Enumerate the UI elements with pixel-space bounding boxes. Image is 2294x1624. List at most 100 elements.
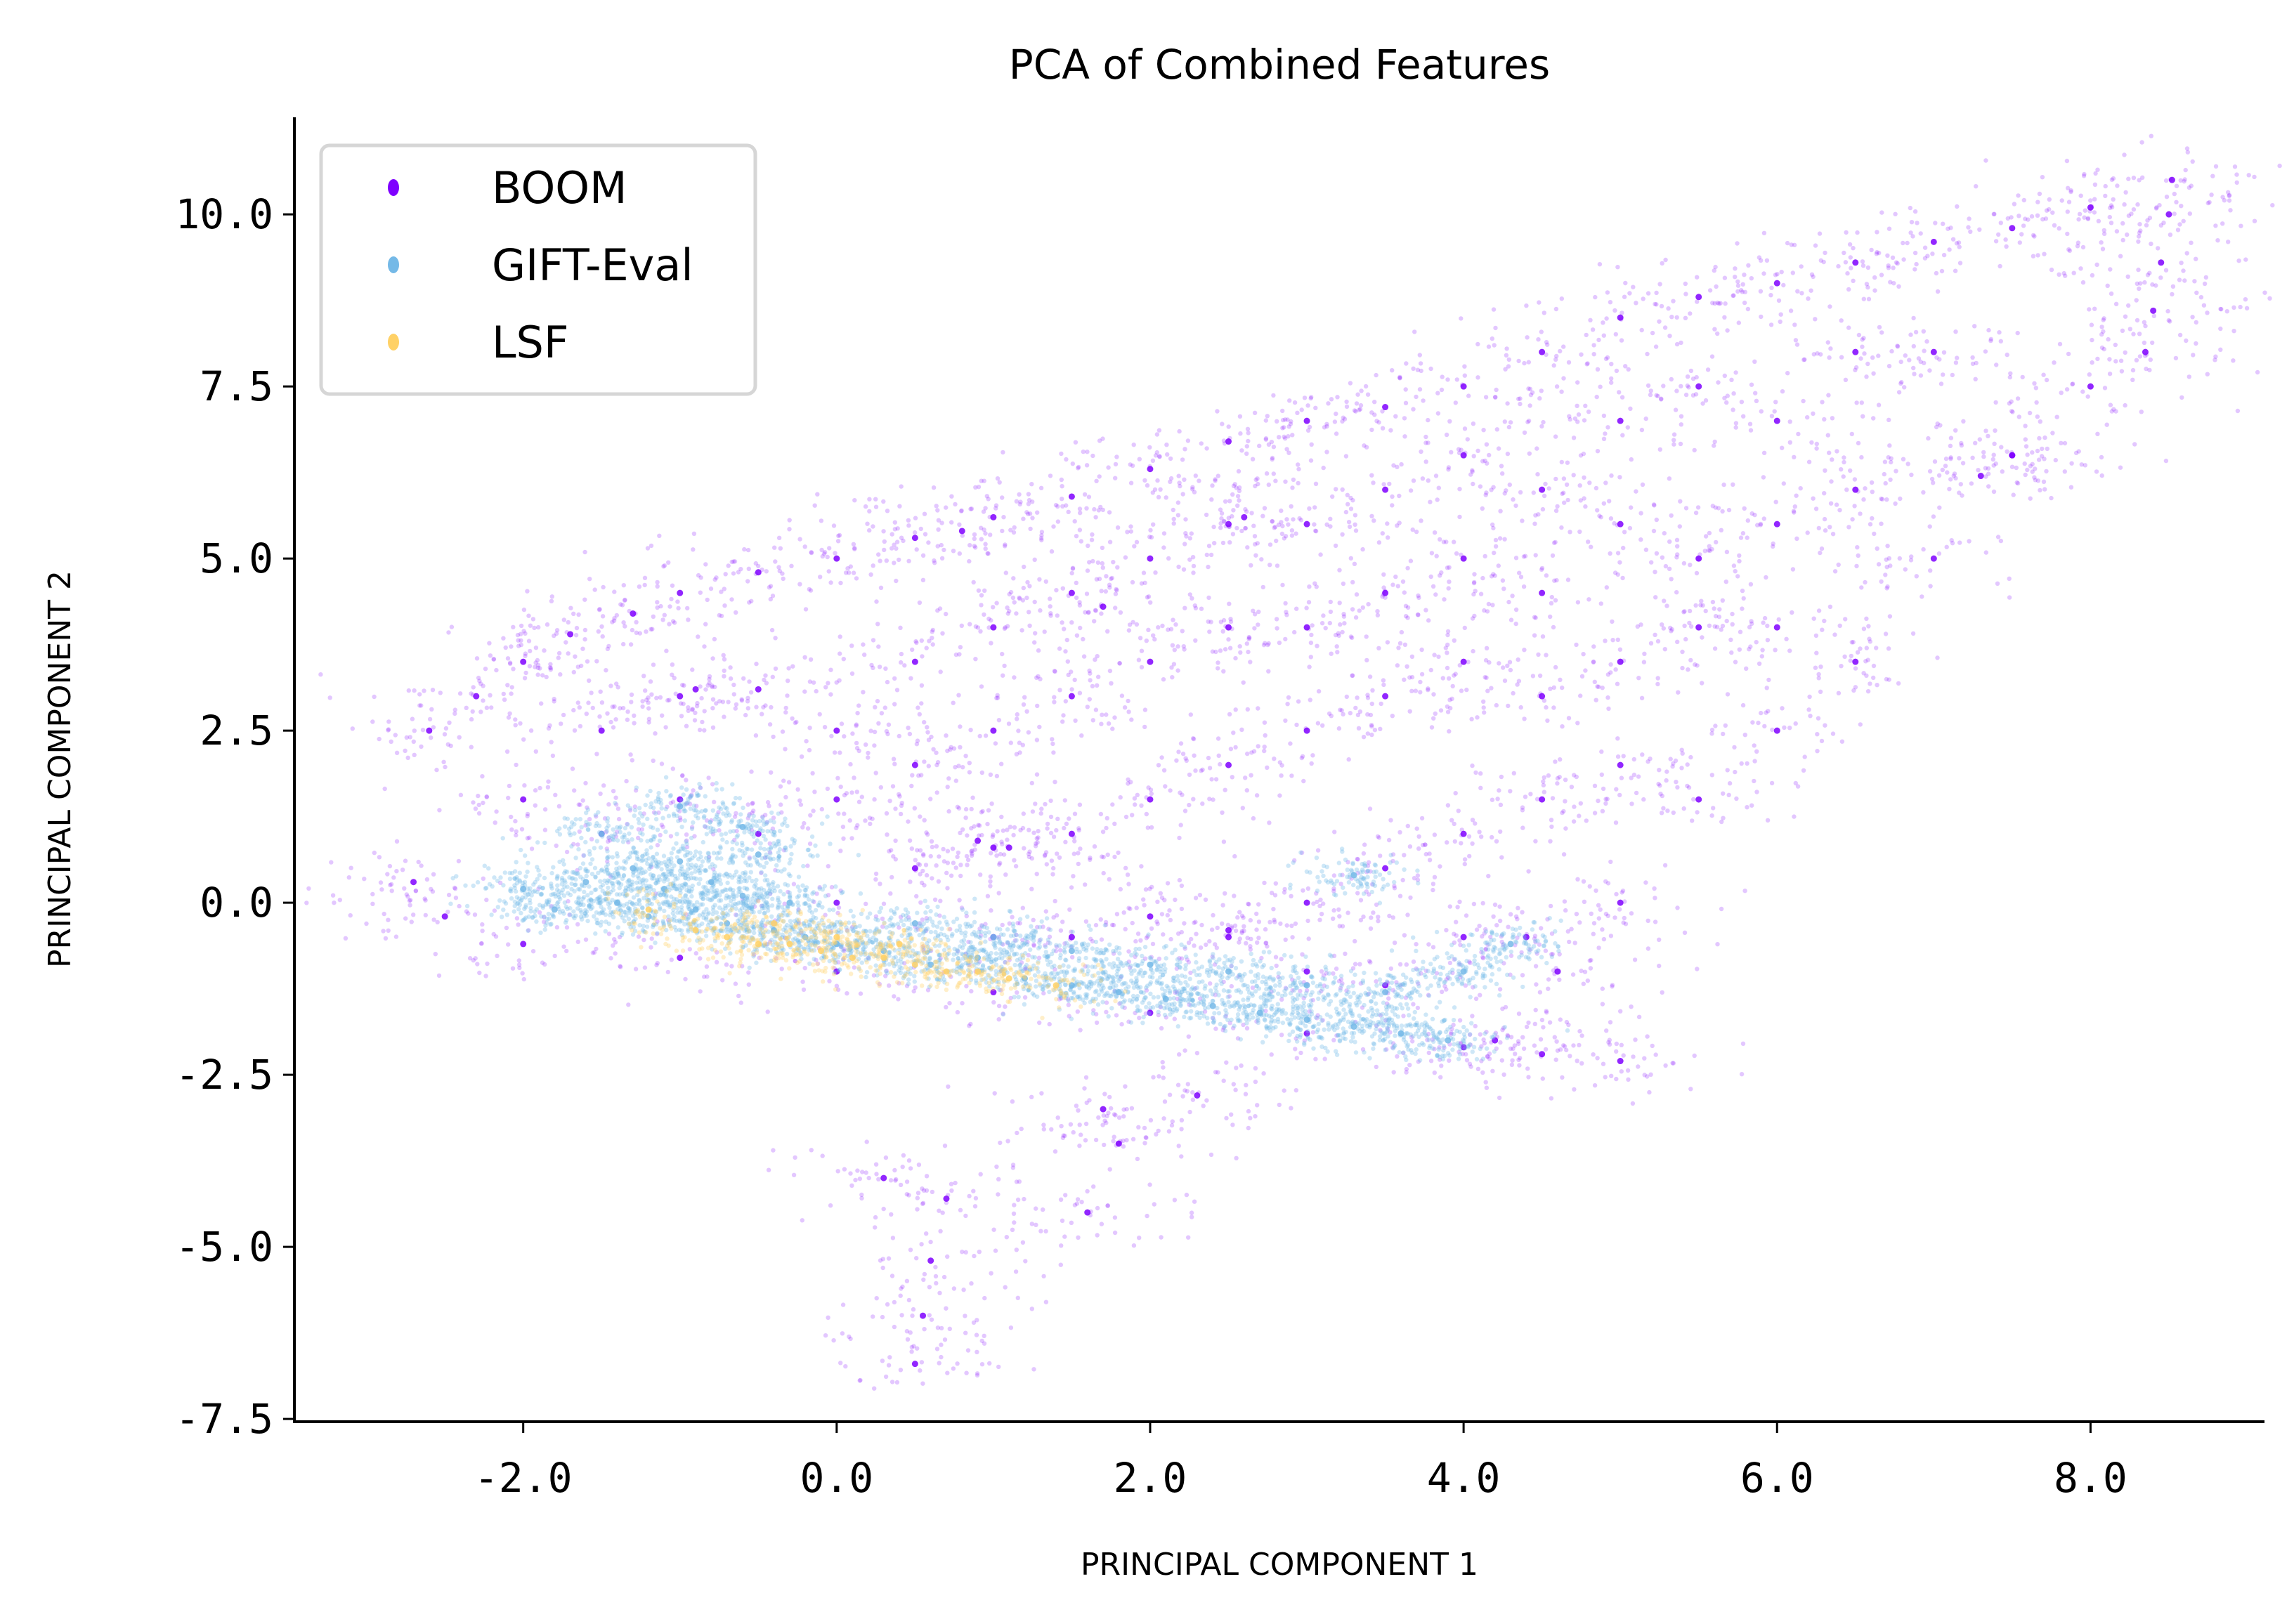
scatter-point-cloud: [1932, 459, 1938, 464]
scatter-point-cloud: [1561, 476, 1567, 481]
scatter-point-cloud: [1809, 440, 1814, 445]
scatter-point-cloud: [1199, 606, 1204, 611]
scatter-point-cloud: [1418, 361, 1423, 366]
scatter-point-cloud: [793, 958, 797, 964]
scatter-point-cloud: [610, 620, 615, 624]
scatter-point-cloud: [1741, 596, 1746, 601]
scatter-point-cloud: [1369, 701, 1375, 707]
scatter-point-cloud: [599, 624, 604, 629]
scatter-point-cloud: [1221, 617, 1227, 623]
scatter-point-cloud: [934, 1281, 939, 1286]
scatter-point-cloud: [2068, 189, 2073, 195]
scatter-point-cloud: [989, 641, 993, 646]
scatter-point-cloud: [2189, 240, 2194, 245]
scatter-point-cloud: [1204, 512, 1209, 518]
scatter-point-cloud: [1079, 1200, 1084, 1205]
scatter-point-cloud: [1612, 308, 1617, 313]
scatter-point-cloud: [542, 919, 547, 924]
scatter-point-cloud: [825, 554, 830, 560]
scatter-point-cloud: [1183, 756, 1188, 761]
scatter-point-cloud: [1905, 240, 1910, 246]
scatter-point-cloud: [1560, 685, 1565, 690]
scatter-point-cloud: [1449, 1030, 1454, 1035]
scatter-point-cloud: [574, 625, 580, 631]
scatter-point-cloud: [1691, 797, 1696, 802]
scatter-point-cloud: [1386, 535, 1390, 540]
scatter-point-cloud: [1220, 421, 1225, 426]
scatter-point-cloud: [2123, 350, 2127, 355]
scatter-point-cloud: [1913, 329, 1919, 335]
scatter-point-cloud: [514, 832, 519, 838]
scatter-point-cloud: [1819, 738, 1825, 744]
scatter-point-cloud: [841, 657, 847, 662]
scatter-point-cloud: [1296, 466, 1301, 472]
scatter-point-cloud: [2207, 199, 2212, 205]
scatter-point-cloud: [988, 874, 993, 879]
scatter-point-cloud: [1627, 525, 1633, 531]
scatter-point-cloud: [1707, 530, 1712, 536]
scatter-point-cloud: [1099, 589, 1104, 594]
scatter-point-cloud: [1213, 1070, 1218, 1075]
scatter-point-cloud: [1502, 537, 1507, 542]
scatter-point-cloud: [506, 942, 511, 947]
scatter-point-cloud: [1553, 1057, 1558, 1062]
scatter-point-cloud: [1055, 519, 1061, 524]
scatter-point-cloud: [1561, 1043, 1566, 1048]
scatter-point-cloud: [1759, 710, 1764, 716]
scatter-point-cloud: [837, 532, 842, 538]
scatter-point-cloud: [922, 720, 927, 725]
scatter-point-cloud: [1699, 598, 1704, 603]
scatter-point-cloud: [686, 617, 691, 622]
scatter-point-cloud: [1432, 1047, 1437, 1052]
scatter-point-cloud: [2096, 218, 2101, 223]
scatter-point-cloud: [1816, 672, 1821, 677]
scatter-point-cloud: [1589, 911, 1594, 917]
scatter-point-cloud: [1909, 220, 1915, 225]
scatter-point-cloud: [1385, 521, 1390, 526]
scatter-point-cloud: [765, 799, 771, 805]
scatter-point-cloud: [1610, 619, 1615, 624]
scatter-point-cloud: [2137, 178, 2142, 183]
scatter-point-cloud: [1376, 915, 1381, 919]
scatter-point: [1852, 348, 1859, 355]
scatter-point-cloud: [1499, 1058, 1504, 1063]
scatter-point-cloud: [1500, 471, 1505, 476]
scatter-point-cloud: [1252, 626, 1257, 631]
scatter-point-cloud: [2158, 275, 2163, 280]
scatter-point-cloud: [1742, 273, 1747, 277]
scatter-point-cloud: [1662, 598, 1667, 603]
scatter-point-cloud: [1902, 385, 1907, 390]
scatter-point-cloud: [2135, 202, 2140, 207]
scatter-point-cloud: [838, 1361, 843, 1366]
scatter-point-cloud: [1293, 1036, 1298, 1041]
scatter-point-cloud: [618, 964, 623, 969]
scatter-point-cloud: [1285, 702, 1290, 707]
scatter-point-cloud: [698, 684, 703, 689]
scatter-point-cloud: [1685, 762, 1690, 767]
scatter-point-cloud: [1490, 834, 1494, 840]
scatter-point-cloud: [1259, 557, 1264, 562]
scatter-point-cloud: [920, 577, 926, 582]
scatter-point-cloud: [2099, 345, 2105, 351]
scatter-point-cloud: [826, 864, 831, 869]
scatter-point-cloud: [1762, 723, 1767, 729]
scatter-point-cloud: [665, 969, 670, 975]
scatter-point-cloud: [1885, 544, 1890, 549]
scatter-point-cloud: [1170, 675, 1175, 680]
scatter-point-cloud: [513, 717, 518, 722]
scatter-point-cloud: [1161, 1116, 1166, 1121]
scatter-point-cloud: [887, 1355, 892, 1360]
scatter-point-cloud: [596, 629, 601, 634]
scatter-point-cloud: [1600, 927, 1605, 932]
scatter-point-cloud: [2007, 595, 2012, 600]
scatter-point-cloud: [2081, 173, 2087, 178]
scatter-point-cloud: [1031, 1367, 1036, 1372]
scatter-point-cloud: [653, 731, 658, 736]
scatter-point: [1068, 493, 1075, 500]
scatter-point-cloud: [1594, 698, 1598, 702]
scatter-point-cloud: [1337, 914, 1342, 919]
scatter-point-cloud: [1671, 438, 1676, 443]
scatter-point: [1695, 624, 1702, 631]
scatter-point-cloud: [643, 688, 648, 693]
scatter-point-cloud: [1695, 810, 1700, 815]
